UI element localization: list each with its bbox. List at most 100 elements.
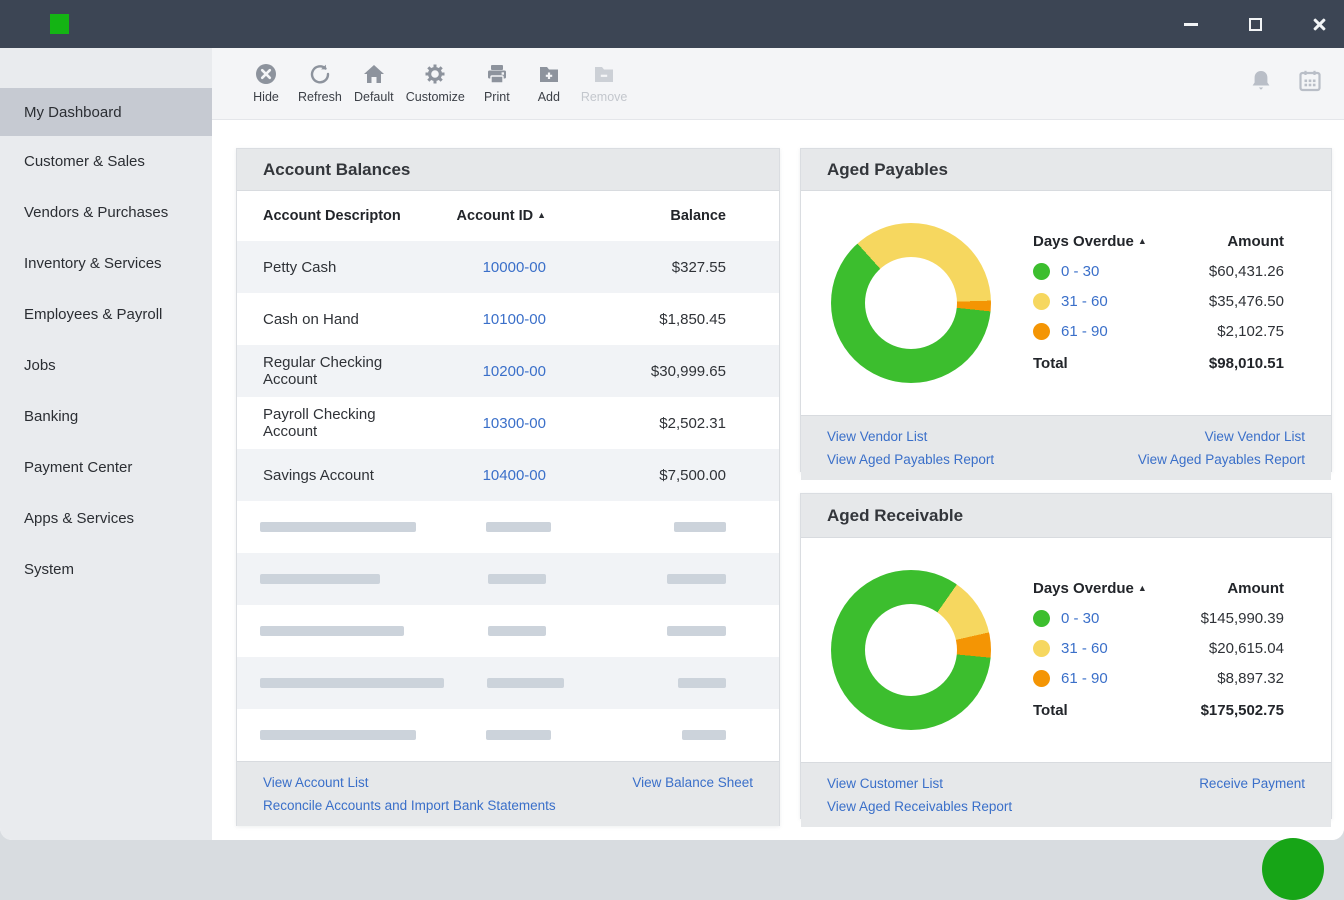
aged-receivable-panel: Aged Receivable Days Overdue▲ Amount 0 -… xyxy=(800,493,1332,819)
maximize-button[interactable] xyxy=(1246,15,1264,33)
account-balance: $7,500.00 xyxy=(606,467,726,484)
sidebar-item-employees-payroll[interactable]: Employees & Payroll xyxy=(0,289,212,340)
range-link[interactable]: 0 - 30 xyxy=(1061,610,1099,627)
panel-title: Aged Payables xyxy=(801,149,1331,191)
column-header-description[interactable]: Account Descripton xyxy=(237,208,406,224)
toolbar-label: Remove xyxy=(581,90,628,104)
view-aged-payables-report-link[interactable]: View Aged Payables Report xyxy=(827,448,994,471)
receive-payment-link[interactable]: Receive Payment xyxy=(1199,772,1305,795)
refresh-button[interactable]: Refresh xyxy=(292,63,348,104)
sidebar: My Dashboard Customer & Sales Vendors & … xyxy=(0,48,212,840)
print-button[interactable]: Print xyxy=(471,63,523,104)
view-aged-payables-report-link[interactable]: View Aged Payables Report xyxy=(1138,448,1305,471)
view-account-list-link[interactable]: View Account List xyxy=(263,771,556,794)
range-link[interactable]: 0 - 30 xyxy=(1061,263,1099,280)
legend-total-row: Total $98,010.51 xyxy=(1033,346,1284,380)
sort-asc-icon: ▲ xyxy=(537,210,546,220)
minimize-button[interactable] xyxy=(1182,15,1200,33)
sidebar-item-jobs[interactable]: Jobs xyxy=(0,340,212,391)
account-id-link[interactable]: 10200-00 xyxy=(483,363,546,380)
window-controls xyxy=(1182,0,1328,48)
hide-button[interactable]: Hide xyxy=(240,63,292,104)
toolbar-label: Add xyxy=(538,90,560,104)
aged-receivable-donut-chart xyxy=(831,570,991,730)
table-row: Petty Cash 10000-00 $327.55 xyxy=(237,241,779,293)
gear-icon xyxy=(424,63,446,85)
account-id-link[interactable]: 10300-00 xyxy=(483,415,546,432)
account-description: Payroll Checking Account xyxy=(237,406,406,440)
account-balance: $1,850.45 xyxy=(606,311,726,328)
toolbar-label: Customize xyxy=(406,90,465,104)
table-header-row: Account Descripton Account ID▲ Balance xyxy=(237,191,779,241)
sidebar-item-apps-services[interactable]: Apps & Services xyxy=(0,493,212,544)
hide-circle-x-icon xyxy=(255,63,277,85)
legend-amount: $35,476.50 xyxy=(1209,293,1284,310)
view-aged-receivables-report-link[interactable]: View Aged Receivables Report xyxy=(827,795,1012,818)
sidebar-item-payment-center[interactable]: Payment Center xyxy=(0,442,212,493)
legend-dot xyxy=(1033,670,1050,687)
sidebar-item-vendors-purchases[interactable]: Vendors & Purchases xyxy=(0,187,212,238)
sort-asc-icon: ▲ xyxy=(1138,583,1147,593)
legend-amount: $8,897.32 xyxy=(1217,670,1284,687)
range-link[interactable]: 31 - 60 xyxy=(1061,640,1108,657)
range-link[interactable]: 31 - 60 xyxy=(1061,293,1108,310)
legend-header[interactable]: Days Overdue▲ xyxy=(1033,580,1147,597)
range-link[interactable]: 61 - 90 xyxy=(1061,323,1108,340)
app-window: My Dashboard Customer & Sales Vendors & … xyxy=(0,0,1344,840)
panel-title: Account Balances xyxy=(237,149,779,191)
view-vendor-list-link[interactable]: View Vendor List xyxy=(827,425,994,448)
account-id-link[interactable]: 10100-00 xyxy=(483,311,546,328)
account-balances-footer: View Account List Reconcile Accounts and… xyxy=(237,761,779,826)
amount-header: Amount xyxy=(1227,233,1284,250)
table-row: Cash on Hand 10100-00 $1,850.45 xyxy=(237,293,779,345)
sidebar-item-system[interactable]: System xyxy=(0,544,212,595)
total-amount: $175,502.75 xyxy=(1201,702,1284,719)
sort-asc-icon: ▲ xyxy=(1138,236,1147,246)
range-link[interactable]: 61 - 90 xyxy=(1061,670,1108,687)
account-description: Savings Account xyxy=(237,467,406,484)
account-id-link[interactable]: 10400-00 xyxy=(483,467,546,484)
legend-amount: $2,102.75 xyxy=(1217,323,1284,340)
legend-row: 61 - 90 $8,897.32 xyxy=(1033,663,1284,693)
close-button[interactable] xyxy=(1310,15,1328,33)
sidebar-item-inventory-services[interactable]: Inventory & Services xyxy=(0,238,212,289)
sidebar-item-banking[interactable]: Banking xyxy=(0,391,212,442)
calendar-icon[interactable] xyxy=(1298,69,1322,98)
legend-dot xyxy=(1033,263,1050,280)
legend-amount: $20,615.04 xyxy=(1209,640,1284,657)
toolbar-label: Default xyxy=(354,90,394,104)
view-customer-list-link[interactable]: View Customer List xyxy=(827,772,1012,795)
column-header-account-id[interactable]: Account ID▲ xyxy=(406,208,546,224)
reconcile-accounts-link[interactable]: Reconcile Accounts and Import Bank State… xyxy=(263,794,556,817)
refresh-icon xyxy=(309,63,331,85)
dashboard-toolbar: Hide Refresh Default xyxy=(212,48,1344,120)
aged-payables-donut-chart xyxy=(831,223,991,383)
legend-row: 0 - 30 $60,431.26 xyxy=(1033,256,1284,286)
legend-row: 31 - 60 $35,476.50 xyxy=(1033,286,1284,316)
account-balance: $30,999.65 xyxy=(606,363,726,380)
bell-icon[interactable] xyxy=(1250,69,1272,98)
skeleton-row xyxy=(237,553,779,605)
account-id-link[interactable]: 10000-00 xyxy=(483,259,546,276)
add-button[interactable]: Add xyxy=(523,63,575,104)
customize-button[interactable]: Customize xyxy=(400,63,471,104)
sidebar-item-customer-sales[interactable]: Customer & Sales xyxy=(0,136,212,187)
dashboard-content: Account Balances Account Descripton Acco… xyxy=(212,120,1344,840)
column-header-balance[interactable]: Balance xyxy=(606,208,726,224)
legend-dot xyxy=(1033,323,1050,340)
view-balance-sheet-link[interactable]: View Balance Sheet xyxy=(632,771,753,794)
folder-minus-icon xyxy=(593,63,615,85)
toolbar-label: Hide xyxy=(253,90,279,104)
remove-button[interactable]: Remove xyxy=(575,63,634,104)
legend-amount: $145,990.39 xyxy=(1201,610,1284,627)
table-row: Payroll Checking Account 10300-00 $2,502… xyxy=(237,397,779,449)
sidebar-item-my-dashboard[interactable]: My Dashboard xyxy=(0,88,212,136)
account-balances-panel: Account Balances Account Descripton Acco… xyxy=(236,148,780,826)
legend-total-row: Total $175,502.75 xyxy=(1033,693,1284,727)
default-button[interactable]: Default xyxy=(348,63,400,104)
account-balance: $327.55 xyxy=(606,259,726,276)
total-label: Total xyxy=(1033,355,1068,372)
view-vendor-list-link[interactable]: View Vendor List xyxy=(1138,425,1305,448)
legend-header[interactable]: Days Overdue▲ xyxy=(1033,233,1147,250)
chat-button[interactable] xyxy=(1262,838,1324,900)
